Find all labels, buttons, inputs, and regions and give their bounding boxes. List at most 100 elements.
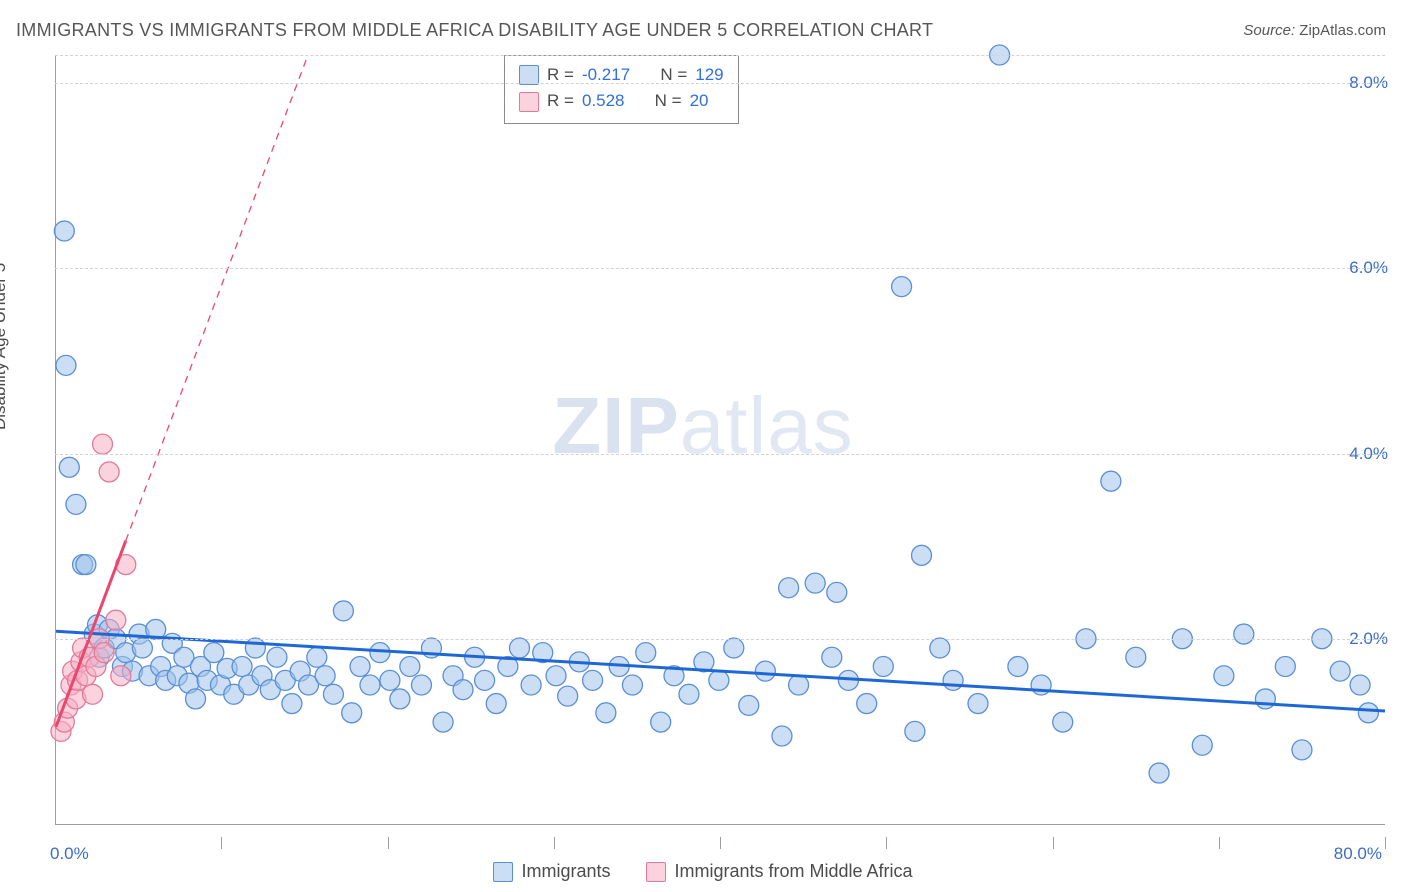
chart-title: IMMIGRANTS VS IMMIGRANTS FROM MIDDLE AFR… bbox=[16, 20, 933, 41]
gridline-horizontal bbox=[55, 83, 1385, 84]
immigrants-point bbox=[892, 277, 912, 297]
immigrants-point bbox=[636, 643, 656, 663]
stats-r-value: -0.217 bbox=[582, 62, 630, 88]
immigrants-point bbox=[857, 694, 877, 714]
bottom-legend: Immigrants Immigrants from Middle Africa bbox=[0, 861, 1406, 882]
immigrants-point bbox=[912, 545, 932, 565]
middle-africa-trendline-dashed bbox=[126, 55, 308, 541]
immigrants-point bbox=[1149, 763, 1169, 783]
y-axis-label: Disability Age Under 5 bbox=[0, 263, 10, 430]
x-tick bbox=[720, 837, 721, 849]
immigrants-point bbox=[1358, 703, 1378, 723]
immigrants-point bbox=[245, 638, 265, 658]
x-axis-origin-label: 0.0% bbox=[50, 844, 89, 864]
immigrants-point bbox=[323, 684, 343, 704]
immigrants-point bbox=[204, 643, 224, 663]
immigrants-point bbox=[453, 680, 473, 700]
immigrants-point bbox=[755, 661, 775, 681]
immigrants-point bbox=[651, 712, 671, 732]
immigrants-point bbox=[54, 221, 74, 241]
immigrants-point bbox=[1126, 647, 1146, 667]
stats-r-label: R = bbox=[547, 62, 574, 88]
immigrants-point bbox=[1192, 735, 1212, 755]
immigrants-point bbox=[596, 703, 616, 723]
gridline-horizontal bbox=[55, 639, 1385, 640]
immigrants-point bbox=[772, 726, 792, 746]
immigrants-point bbox=[1330, 661, 1350, 681]
immigrants-point bbox=[1214, 666, 1234, 686]
immigrants-point bbox=[342, 703, 362, 723]
immigrants-point bbox=[350, 657, 370, 677]
immigrants-point bbox=[411, 675, 431, 695]
immigrants-point bbox=[315, 666, 335, 686]
gridline-horizontal bbox=[55, 55, 1385, 56]
immigrants-point bbox=[267, 647, 287, 667]
gridline-horizontal bbox=[55, 454, 1385, 455]
immigrants-point bbox=[827, 582, 847, 602]
bottom-legend-item: Immigrants bbox=[493, 861, 610, 882]
gridline-horizontal bbox=[55, 268, 1385, 269]
immigrants-point bbox=[307, 647, 327, 667]
immigrants-point bbox=[724, 638, 744, 658]
immigrants-point bbox=[433, 712, 453, 732]
x-tick bbox=[388, 837, 389, 849]
middle-africa-point bbox=[93, 434, 113, 454]
immigrants-point bbox=[76, 555, 96, 575]
x-tick bbox=[1385, 837, 1386, 849]
immigrants-point bbox=[583, 670, 603, 690]
immigrants-point bbox=[1350, 675, 1370, 695]
x-tick bbox=[1053, 837, 1054, 849]
immigrants-point bbox=[1008, 657, 1028, 677]
immigrants-point bbox=[380, 670, 400, 690]
immigrants-point bbox=[905, 721, 925, 741]
immigrants-point bbox=[333, 601, 353, 621]
immigrants-point bbox=[1053, 712, 1073, 732]
immigrants-point bbox=[1292, 740, 1312, 760]
x-tick bbox=[221, 837, 222, 849]
middle-africa-point bbox=[111, 666, 131, 686]
legend-swatch bbox=[493, 862, 513, 882]
stats-legend-row: R = -0.217 N = 129 bbox=[519, 62, 724, 88]
immigrants-point bbox=[186, 689, 206, 709]
immigrants-point bbox=[546, 666, 566, 686]
stats-n-label: N = bbox=[660, 62, 687, 88]
x-tick bbox=[1219, 837, 1220, 849]
immigrants-point bbox=[66, 494, 86, 514]
immigrants-point bbox=[805, 573, 825, 593]
immigrants-point bbox=[822, 647, 842, 667]
immigrants-point bbox=[1234, 624, 1254, 644]
immigrants-point bbox=[360, 675, 380, 695]
immigrants-point bbox=[709, 670, 729, 690]
plot-area bbox=[55, 55, 1385, 825]
middle-africa-point bbox=[99, 462, 119, 482]
x-tick bbox=[554, 837, 555, 849]
immigrants-point bbox=[789, 675, 809, 695]
source-name: ZipAtlas.com bbox=[1299, 22, 1386, 39]
immigrants-point bbox=[521, 675, 541, 695]
legend-swatch bbox=[519, 92, 539, 112]
immigrants-point bbox=[943, 670, 963, 690]
immigrants-point bbox=[59, 457, 79, 477]
source-attribution: Source: ZipAtlas.com bbox=[1243, 22, 1386, 39]
immigrants-point bbox=[232, 657, 252, 677]
middle-africa-point bbox=[83, 684, 103, 704]
immigrants-point bbox=[282, 694, 302, 714]
stats-r-label: R = bbox=[547, 88, 574, 114]
source-prefix: Source: bbox=[1243, 22, 1299, 39]
stats-r-value: 0.528 bbox=[582, 88, 625, 114]
stats-n-value: 20 bbox=[690, 88, 709, 114]
chart-svg bbox=[56, 55, 1385, 824]
immigrants-point bbox=[56, 355, 76, 375]
bottom-legend-label: Immigrants from Middle Africa bbox=[674, 861, 912, 882]
middle-africa-point bbox=[106, 610, 126, 630]
bottom-legend-label: Immigrants bbox=[521, 861, 610, 882]
x-axis-end-label: 80.0% bbox=[1334, 844, 1382, 864]
immigrants-point bbox=[739, 695, 759, 715]
stats-n-value: 129 bbox=[695, 62, 723, 88]
immigrants-point bbox=[622, 675, 642, 695]
legend-swatch bbox=[646, 862, 666, 882]
immigrants-point bbox=[558, 686, 578, 706]
stats-legend: R = -0.217 N = 129R = 0.528 N = 20 bbox=[504, 55, 739, 124]
immigrants-point bbox=[873, 657, 893, 677]
immigrants-point bbox=[509, 638, 529, 658]
